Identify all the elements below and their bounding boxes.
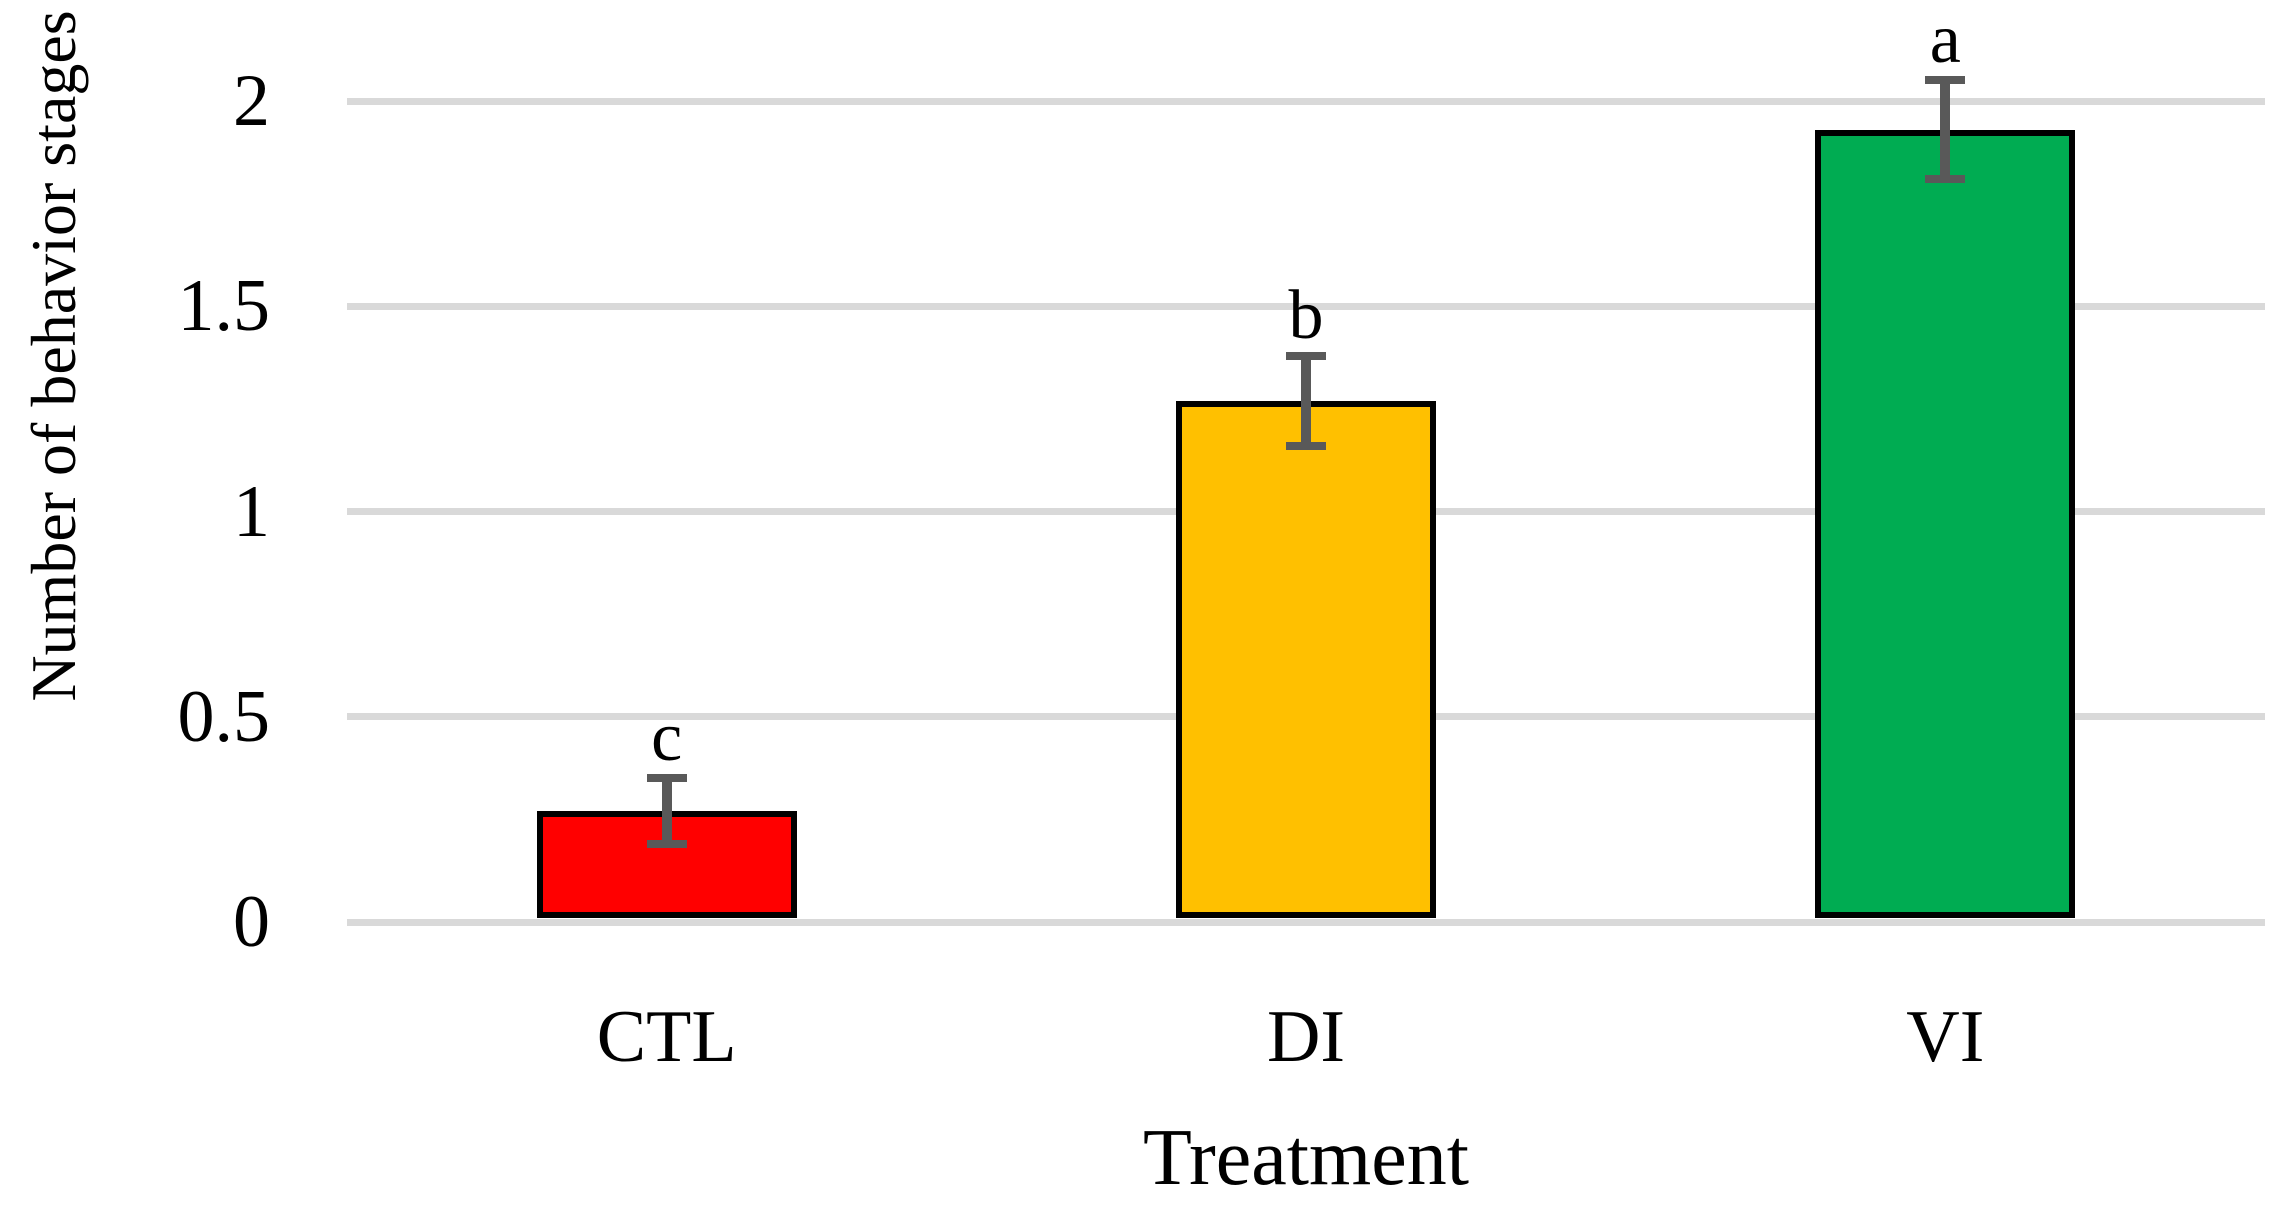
error-bar-cap	[1286, 351, 1326, 360]
error-bar-cap	[1925, 76, 1966, 85]
bar-vi	[1815, 129, 2076, 918]
bar-di	[1176, 400, 1436, 918]
sig-letter: a	[1929, 1, 1961, 79]
x-tick-label: CTL	[596, 996, 737, 1078]
error-bar-cap	[1925, 174, 1966, 183]
x-tick-label: DI	[1266, 996, 1346, 1078]
y-tick-label: 0.5	[177, 675, 271, 758]
gridline-2	[347, 97, 2265, 105]
x-axis-title: Treatment	[1143, 1114, 1469, 1202]
y-tick-label: 1	[233, 470, 270, 553]
y-tick-label: 0	[233, 881, 270, 963]
x-tick-label: VI	[1906, 996, 1985, 1078]
error-bar-cap	[646, 840, 687, 848]
gridline-0	[347, 918, 2265, 926]
sig-letter: b	[1288, 276, 1324, 354]
gridline-1.5	[347, 302, 2265, 310]
error-bar-cap	[646, 774, 687, 783]
error-bar	[1301, 355, 1311, 446]
y-tick-label: 1.5	[177, 265, 271, 348]
error-bar-cap	[1286, 441, 1326, 450]
sig-letter: c	[651, 699, 683, 777]
error-bar	[661, 778, 672, 844]
y-tick-label: 2	[233, 60, 270, 142]
error-bar	[1940, 80, 1951, 179]
